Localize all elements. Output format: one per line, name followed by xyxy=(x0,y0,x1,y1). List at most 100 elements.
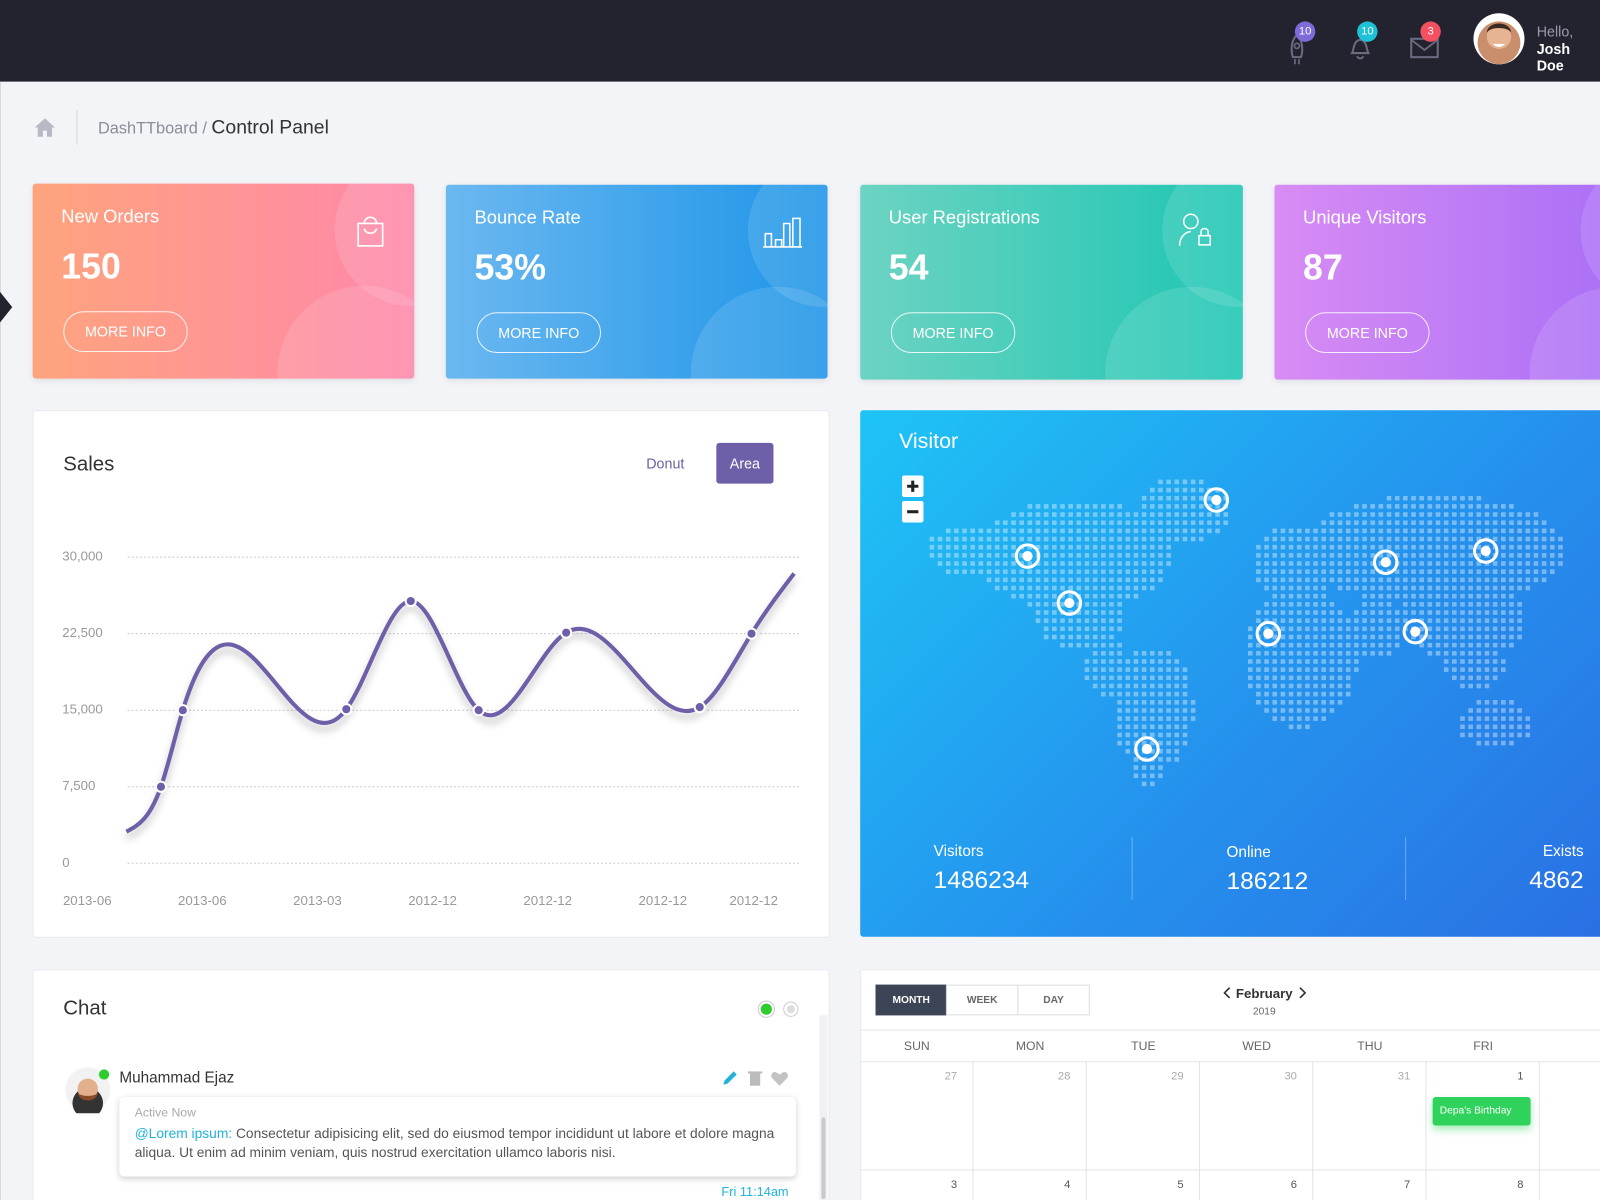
map-dot xyxy=(1101,536,1106,542)
map-dot xyxy=(1501,724,1506,730)
map-dot xyxy=(1060,634,1065,640)
map-dot xyxy=(1280,569,1286,574)
view-button[interactable]: WEEK xyxy=(945,984,1019,1016)
map-dot xyxy=(1501,610,1506,615)
map-dot xyxy=(1166,683,1171,689)
map-dot xyxy=(1223,495,1229,501)
map-dot xyxy=(1313,626,1318,632)
map-dot xyxy=(1476,626,1482,632)
map-dot xyxy=(1149,544,1155,550)
map-dot xyxy=(1141,520,1147,525)
avatar[interactable] xyxy=(64,1066,111,1114)
map-dot xyxy=(1476,667,1482,672)
grid-line xyxy=(1085,1061,1087,1200)
map-dot xyxy=(1468,577,1473,583)
map-dot xyxy=(1141,699,1147,705)
avatar[interactable] xyxy=(1472,12,1525,65)
map-dot xyxy=(1394,634,1400,640)
view-button[interactable]: MONTH xyxy=(875,984,947,1016)
tab-active[interactable]: Area xyxy=(716,442,774,484)
map-dot xyxy=(1525,585,1531,591)
y-tick-label: 22,500 xyxy=(62,625,103,640)
map-dot xyxy=(1264,675,1269,681)
more-info-button[interactable]: MORE INFO xyxy=(1305,312,1430,354)
map-dot xyxy=(1452,593,1457,599)
map-dot xyxy=(1068,585,1073,591)
map-dot xyxy=(1329,659,1335,664)
map-dot xyxy=(1256,569,1261,574)
breadcrumb-parent[interactable]: DashTTboard xyxy=(97,120,198,138)
map-dot xyxy=(1443,667,1449,672)
map-dot xyxy=(1117,667,1122,672)
map-dot xyxy=(1166,504,1171,509)
map-dot xyxy=(1198,520,1204,525)
bell-icon[interactable] xyxy=(1347,33,1374,62)
map-dot xyxy=(1035,512,1041,517)
map-dot xyxy=(1125,528,1131,534)
map-dot xyxy=(1060,602,1065,607)
sidebar-toggle[interactable] xyxy=(0,291,14,323)
map-dot xyxy=(1313,691,1318,697)
map-dot xyxy=(1370,585,1375,591)
map-dot xyxy=(1443,593,1449,599)
map-dot xyxy=(1305,708,1310,713)
map-dot xyxy=(1492,593,1498,599)
map-dot xyxy=(1133,675,1139,681)
map-dot xyxy=(1313,716,1318,721)
mention[interactable]: @Lorem ipsum: xyxy=(134,1125,233,1141)
map-dot xyxy=(1509,634,1514,640)
map-dot xyxy=(1149,724,1155,730)
map-dot xyxy=(1354,520,1359,525)
more-info-button[interactable]: MORE INFO xyxy=(63,311,188,353)
map-dot xyxy=(1084,634,1090,640)
map-dot xyxy=(1509,618,1514,623)
map-dot xyxy=(937,553,943,558)
map-dot xyxy=(1158,651,1163,656)
map-dot xyxy=(1305,699,1310,705)
map-dot xyxy=(1174,740,1180,746)
map-dot xyxy=(945,561,951,566)
tab[interactable]: Donut xyxy=(646,455,685,472)
month-nav[interactable] xyxy=(1222,986,1308,1000)
map-dot xyxy=(1043,512,1049,517)
message-actions[interactable] xyxy=(720,1069,789,1087)
map-dot xyxy=(1378,544,1384,550)
map-dot xyxy=(1305,569,1310,574)
view-button[interactable]: DAY xyxy=(1017,984,1090,1016)
map-dot xyxy=(1133,577,1139,583)
map-dot xyxy=(1394,495,1400,501)
status-toggle[interactable] xyxy=(755,998,802,1020)
map-marker-ring xyxy=(1255,620,1282,647)
map-dot xyxy=(1011,528,1016,534)
map-dot xyxy=(1509,577,1514,583)
map-dot xyxy=(1117,732,1122,738)
event[interactable]: Depa's Birthday xyxy=(1432,1096,1531,1126)
map-dot xyxy=(1558,544,1563,550)
map-dot xyxy=(1468,626,1473,632)
map-dot xyxy=(1345,553,1351,558)
map-dot xyxy=(1501,716,1506,721)
map-dot xyxy=(1296,618,1302,623)
user-name[interactable]: Josh Doe xyxy=(1536,40,1571,74)
map-dot xyxy=(1158,495,1163,501)
map-dot xyxy=(1068,634,1073,640)
grid-line xyxy=(1425,1061,1427,1200)
map-dot xyxy=(1149,495,1155,501)
rocket-icon[interactable] xyxy=(1284,31,1311,66)
home-icon[interactable] xyxy=(33,116,57,138)
map-dot xyxy=(1117,528,1122,534)
map-dot xyxy=(1509,553,1514,558)
map-dot xyxy=(1427,651,1433,656)
map-dot xyxy=(1305,716,1310,721)
more-info-button[interactable]: MORE INFO xyxy=(890,312,1016,354)
scrollbar[interactable] xyxy=(819,1015,828,1200)
map-dot xyxy=(1117,691,1122,697)
map-dot xyxy=(1256,675,1261,681)
map-dot xyxy=(1370,610,1375,615)
zoom-controls[interactable] xyxy=(902,475,924,525)
map-dot xyxy=(1011,553,1016,558)
map-dot xyxy=(1558,553,1563,558)
map-dot xyxy=(1476,593,1482,599)
more-info-button[interactable]: MORE INFO xyxy=(476,312,602,354)
map-dot xyxy=(1264,691,1269,697)
